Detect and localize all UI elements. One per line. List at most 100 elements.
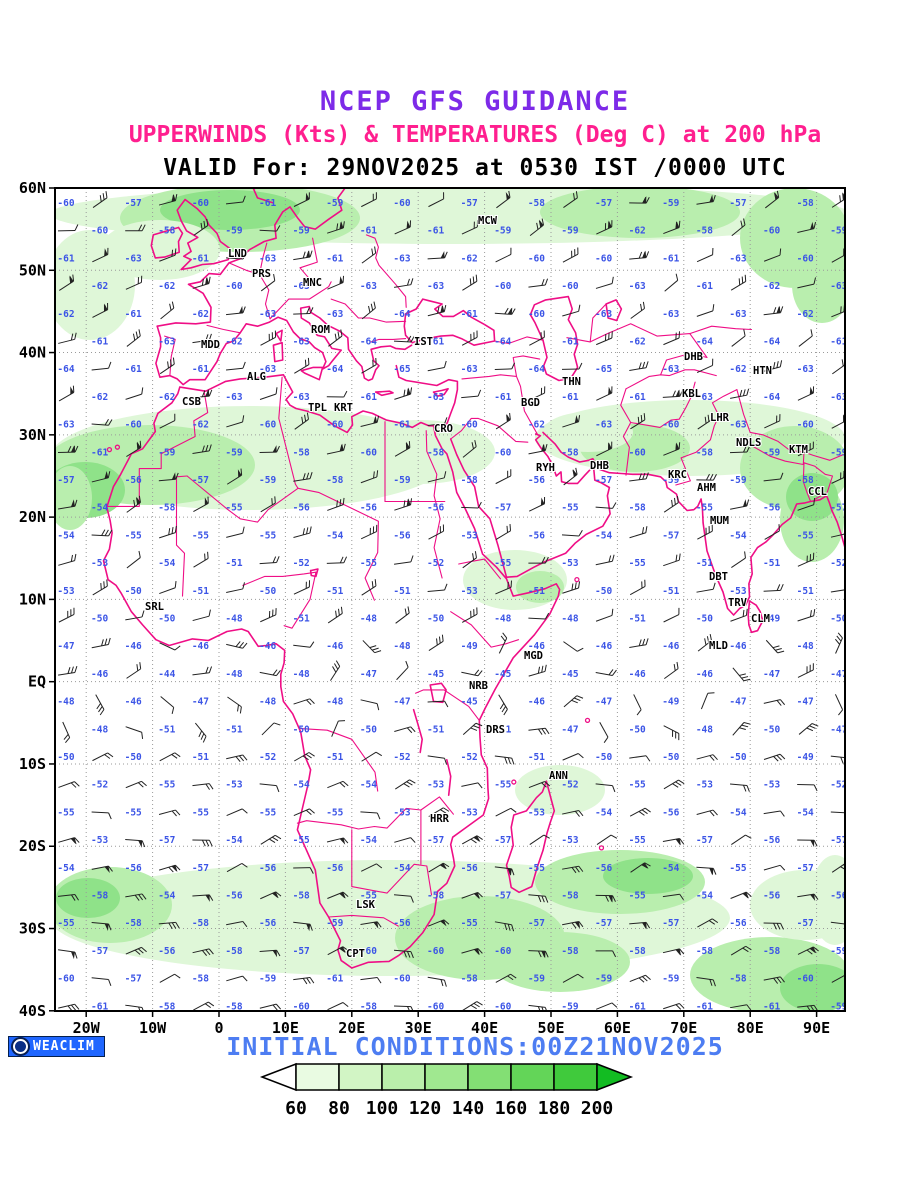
svg-text:KRC: KRC bbox=[668, 469, 687, 481]
svg-text:-47: -47 bbox=[830, 724, 847, 735]
svg-text:-55: -55 bbox=[494, 558, 511, 569]
svg-text:-55: -55 bbox=[259, 530, 276, 541]
svg-text:-44: -44 bbox=[158, 669, 175, 680]
city-labels: MCW LND PRS MNC ROM IST MDD ALG CSB THN DHB HTN KBL L… bbox=[144, 214, 828, 961]
svg-text:30N: 30N bbox=[19, 426, 46, 444]
svg-text:-54: -54 bbox=[729, 807, 746, 818]
svg-text:-48: -48 bbox=[561, 614, 578, 625]
svg-text:-60: -60 bbox=[494, 1001, 511, 1012]
svg-text:-53: -53 bbox=[91, 558, 108, 569]
svg-text:-55: -55 bbox=[259, 807, 276, 818]
svg-text:ROM: ROM bbox=[311, 324, 330, 336]
svg-text:-49: -49 bbox=[763, 614, 780, 625]
svg-text:-58: -58 bbox=[360, 1001, 377, 1012]
svg-text:-62: -62 bbox=[528, 420, 545, 431]
svg-text:TRV: TRV bbox=[728, 597, 748, 609]
svg-text:-48: -48 bbox=[259, 697, 276, 708]
svg-text:-57: -57 bbox=[595, 918, 612, 929]
svg-text:PRS: PRS bbox=[252, 268, 271, 280]
svg-text:-61: -61 bbox=[326, 253, 343, 264]
svg-text:-47: -47 bbox=[192, 697, 209, 708]
svg-text:-53: -53 bbox=[561, 835, 578, 846]
svg-text:-54: -54 bbox=[360, 780, 377, 791]
svg-text:-52: -52 bbox=[393, 752, 410, 763]
svg-text:-62: -62 bbox=[158, 392, 175, 403]
svg-text:-59: -59 bbox=[561, 226, 578, 237]
svg-text:-55: -55 bbox=[225, 503, 242, 514]
svg-text:-55: -55 bbox=[461, 918, 478, 929]
svg-text:10N: 10N bbox=[19, 590, 46, 608]
svg-text:-61: -61 bbox=[696, 1001, 713, 1012]
svg-text:-60: -60 bbox=[494, 281, 511, 292]
svg-text:-61: -61 bbox=[192, 253, 209, 264]
svg-text:-56: -56 bbox=[830, 891, 847, 902]
svg-text:180: 180 bbox=[538, 1098, 571, 1119]
svg-text:-56: -56 bbox=[763, 835, 780, 846]
svg-text:-61: -61 bbox=[360, 392, 377, 403]
svg-text:-50: -50 bbox=[125, 586, 142, 597]
svg-text:-61: -61 bbox=[326, 974, 343, 985]
svg-text:120: 120 bbox=[409, 1098, 442, 1119]
initial-conditions-text: INITIAL CONDITIONS:00Z21NOV2025 bbox=[226, 1032, 724, 1061]
svg-text:90E: 90E bbox=[803, 1019, 830, 1037]
svg-text:-61: -61 bbox=[629, 392, 646, 403]
svg-text:-50: -50 bbox=[763, 724, 780, 735]
svg-text:-58: -58 bbox=[125, 918, 142, 929]
svg-text:-63: -63 bbox=[393, 253, 410, 264]
svg-text:-58: -58 bbox=[427, 447, 444, 458]
svg-text:-50: -50 bbox=[158, 614, 175, 625]
svg-text:EQ: EQ bbox=[28, 673, 46, 691]
svg-text:-54: -54 bbox=[225, 835, 242, 846]
svg-text:-54: -54 bbox=[393, 863, 410, 874]
svg-text:-58: -58 bbox=[427, 891, 444, 902]
svg-text:-46: -46 bbox=[729, 641, 746, 652]
svg-text:-61: -61 bbox=[91, 1001, 108, 1012]
svg-text:-64: -64 bbox=[763, 337, 780, 348]
svg-text:-47: -47 bbox=[360, 669, 377, 680]
svg-text:-51: -51 bbox=[763, 558, 780, 569]
svg-text:-51: -51 bbox=[192, 586, 209, 597]
svg-text:-60: -60 bbox=[528, 309, 545, 320]
svg-text:-55: -55 bbox=[561, 503, 578, 514]
svg-text:-62: -62 bbox=[91, 392, 108, 403]
model-title: NCEP GFS GUIDANCE bbox=[319, 86, 631, 117]
svg-text:-59: -59 bbox=[662, 198, 679, 209]
svg-text:-50: -50 bbox=[125, 752, 142, 763]
svg-text:-46: -46 bbox=[696, 669, 713, 680]
svg-text:60: 60 bbox=[285, 1098, 307, 1119]
svg-text:-51: -51 bbox=[427, 724, 444, 735]
svg-text:-54: -54 bbox=[595, 807, 612, 818]
svg-text:-48: -48 bbox=[225, 614, 242, 625]
svg-text:-50: -50 bbox=[662, 752, 679, 763]
svg-text:-48: -48 bbox=[494, 614, 511, 625]
svg-text:-64: -64 bbox=[528, 364, 545, 375]
wind-speed-colorbar bbox=[259, 1062, 634, 1092]
svg-text:-59: -59 bbox=[763, 447, 780, 458]
svg-text:-59: -59 bbox=[830, 226, 847, 237]
svg-text:-51: -51 bbox=[326, 752, 343, 763]
svg-text:-57: -57 bbox=[595, 198, 612, 209]
weaclim-logo: WEACLIM bbox=[8, 1036, 105, 1057]
svg-text:-62: -62 bbox=[91, 281, 108, 292]
svg-text:-47: -47 bbox=[797, 697, 814, 708]
svg-text:-63: -63 bbox=[461, 364, 478, 375]
svg-text:-60: -60 bbox=[461, 420, 478, 431]
svg-text:-62: -62 bbox=[797, 309, 814, 320]
svg-text:-64: -64 bbox=[494, 337, 511, 348]
svg-text:-60: -60 bbox=[427, 946, 444, 957]
svg-text:-51: -51 bbox=[158, 724, 175, 735]
svg-text:-63: -63 bbox=[696, 392, 713, 403]
svg-text:-54: -54 bbox=[57, 530, 74, 541]
svg-text:-57: -57 bbox=[830, 835, 847, 846]
svg-text:CPT: CPT bbox=[346, 948, 365, 960]
svg-text:-57: -57 bbox=[830, 503, 847, 514]
svg-text:-64: -64 bbox=[360, 337, 377, 348]
svg-text:-46: -46 bbox=[192, 641, 209, 652]
svg-text:-63: -63 bbox=[225, 392, 242, 403]
svg-text:-50: -50 bbox=[293, 724, 310, 735]
svg-text:-58: -58 bbox=[158, 503, 175, 514]
svg-text:-61: -61 bbox=[763, 1001, 780, 1012]
svg-text:-62: -62 bbox=[192, 420, 209, 431]
svg-text:-59: -59 bbox=[158, 447, 175, 458]
svg-text:-50: -50 bbox=[259, 586, 276, 597]
